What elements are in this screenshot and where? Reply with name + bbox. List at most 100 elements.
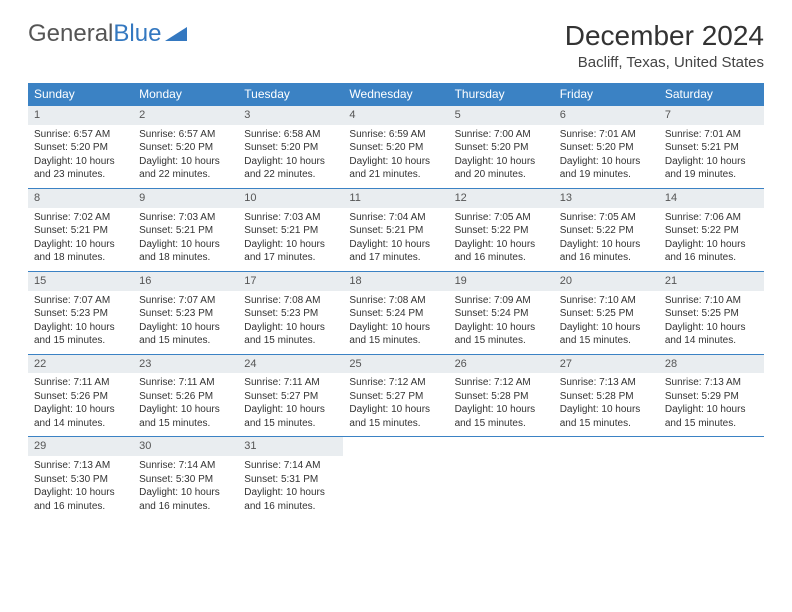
sunrise-text: Sunrise: 7:05 AM	[455, 211, 548, 225]
calendar-cell: 28Sunrise: 7:13 AMSunset: 5:29 PMDayligh…	[659, 354, 764, 437]
sunset-text: Sunset: 5:21 PM	[665, 141, 758, 155]
daylight-text: Daylight: 10 hours and 15 minutes.	[560, 403, 653, 430]
calendar-cell: ..	[659, 437, 764, 519]
day-number: 18	[343, 272, 448, 291]
calendar-cell: 5Sunrise: 7:00 AMSunset: 5:20 PMDaylight…	[449, 106, 554, 189]
calendar-row: 29Sunrise: 7:13 AMSunset: 5:30 PMDayligh…	[28, 437, 764, 519]
header: GeneralBlue December 2024 Bacliff, Texas…	[28, 20, 764, 71]
sunrise-text: Sunrise: 6:58 AM	[244, 128, 337, 142]
daylight-text: Daylight: 10 hours and 20 minutes.	[455, 155, 548, 182]
calendar-cell: 23Sunrise: 7:11 AMSunset: 5:26 PMDayligh…	[133, 354, 238, 437]
daylight-text: Daylight: 10 hours and 15 minutes.	[139, 321, 232, 348]
day-number: 3	[238, 106, 343, 125]
day-body: Sunrise: 7:07 AMSunset: 5:23 PMDaylight:…	[133, 291, 238, 354]
day-body: Sunrise: 7:07 AMSunset: 5:23 PMDaylight:…	[28, 291, 133, 354]
sunset-text: Sunset: 5:28 PM	[560, 390, 653, 404]
day-number: 6	[554, 106, 659, 125]
calendar-row: 1Sunrise: 6:57 AMSunset: 5:20 PMDaylight…	[28, 106, 764, 189]
sunset-text: Sunset: 5:25 PM	[560, 307, 653, 321]
logo-triangle-icon	[165, 20, 187, 48]
day-number: 5	[449, 106, 554, 125]
sunset-text: Sunset: 5:23 PM	[34, 307, 127, 321]
day-body: Sunrise: 7:01 AMSunset: 5:21 PMDaylight:…	[659, 125, 764, 188]
sunset-text: Sunset: 5:27 PM	[244, 390, 337, 404]
calendar-cell: 29Sunrise: 7:13 AMSunset: 5:30 PMDayligh…	[28, 437, 133, 519]
day-body: Sunrise: 7:03 AMSunset: 5:21 PMDaylight:…	[238, 208, 343, 271]
calendar-cell: 3Sunrise: 6:58 AMSunset: 5:20 PMDaylight…	[238, 106, 343, 189]
sunset-text: Sunset: 5:26 PM	[139, 390, 232, 404]
sunset-text: Sunset: 5:20 PM	[139, 141, 232, 155]
calendar-cell: 20Sunrise: 7:10 AMSunset: 5:25 PMDayligh…	[554, 271, 659, 354]
day-body: Sunrise: 7:08 AMSunset: 5:24 PMDaylight:…	[343, 291, 448, 354]
day-body: Sunrise: 7:13 AMSunset: 5:29 PMDaylight:…	[659, 373, 764, 436]
sunrise-text: Sunrise: 7:14 AM	[244, 459, 337, 473]
sunset-text: Sunset: 5:20 PM	[560, 141, 653, 155]
sunrise-text: Sunrise: 7:11 AM	[34, 376, 127, 390]
daylight-text: Daylight: 10 hours and 16 minutes.	[244, 486, 337, 513]
calendar-cell: 17Sunrise: 7:08 AMSunset: 5:23 PMDayligh…	[238, 271, 343, 354]
calendar-cell: 24Sunrise: 7:11 AMSunset: 5:27 PMDayligh…	[238, 354, 343, 437]
day-body: Sunrise: 7:13 AMSunset: 5:30 PMDaylight:…	[28, 456, 133, 519]
sunset-text: Sunset: 5:29 PM	[665, 390, 758, 404]
sunset-text: Sunset: 5:21 PM	[34, 224, 127, 238]
day-body: Sunrise: 7:02 AMSunset: 5:21 PMDaylight:…	[28, 208, 133, 271]
sunrise-text: Sunrise: 7:00 AM	[455, 128, 548, 142]
calendar-cell: 30Sunrise: 7:14 AMSunset: 5:30 PMDayligh…	[133, 437, 238, 519]
day-number: 9	[133, 189, 238, 208]
day-body: Sunrise: 7:11 AMSunset: 5:26 PMDaylight:…	[28, 373, 133, 436]
sunrise-text: Sunrise: 6:57 AM	[139, 128, 232, 142]
daylight-text: Daylight: 10 hours and 16 minutes.	[560, 238, 653, 265]
calendar-cell: 1Sunrise: 6:57 AMSunset: 5:20 PMDaylight…	[28, 106, 133, 189]
daylight-text: Daylight: 10 hours and 16 minutes.	[665, 238, 758, 265]
sunset-text: Sunset: 5:31 PM	[244, 473, 337, 487]
day-body: Sunrise: 7:14 AMSunset: 5:31 PMDaylight:…	[238, 456, 343, 519]
day-body: Sunrise: 7:05 AMSunset: 5:22 PMDaylight:…	[554, 208, 659, 271]
sunset-text: Sunset: 5:22 PM	[455, 224, 548, 238]
sunset-text: Sunset: 5:30 PM	[139, 473, 232, 487]
sunrise-text: Sunrise: 7:08 AM	[349, 294, 442, 308]
day-number: 4	[343, 106, 448, 125]
day-body: Sunrise: 7:11 AMSunset: 5:26 PMDaylight:…	[133, 373, 238, 436]
calendar-cell: 12Sunrise: 7:05 AMSunset: 5:22 PMDayligh…	[449, 188, 554, 271]
sunrise-text: Sunrise: 7:13 AM	[34, 459, 127, 473]
sunset-text: Sunset: 5:27 PM	[349, 390, 442, 404]
page-title: December 2024	[565, 20, 764, 52]
day-number: 30	[133, 437, 238, 456]
daylight-text: Daylight: 10 hours and 15 minutes.	[455, 321, 548, 348]
sunset-text: Sunset: 5:21 PM	[349, 224, 442, 238]
calendar-cell: 9Sunrise: 7:03 AMSunset: 5:21 PMDaylight…	[133, 188, 238, 271]
day-number: 2	[133, 106, 238, 125]
day-body: Sunrise: 7:05 AMSunset: 5:22 PMDaylight:…	[449, 208, 554, 271]
sunrise-text: Sunrise: 7:07 AM	[34, 294, 127, 308]
calendar-cell: 7Sunrise: 7:01 AMSunset: 5:21 PMDaylight…	[659, 106, 764, 189]
calendar-cell: 25Sunrise: 7:12 AMSunset: 5:27 PMDayligh…	[343, 354, 448, 437]
calendar-cell: ..	[449, 437, 554, 519]
day-number: 24	[238, 355, 343, 374]
sunset-text: Sunset: 5:21 PM	[139, 224, 232, 238]
daylight-text: Daylight: 10 hours and 15 minutes.	[665, 403, 758, 430]
day-number: 19	[449, 272, 554, 291]
daylight-text: Daylight: 10 hours and 16 minutes.	[455, 238, 548, 265]
day-body: Sunrise: 7:04 AMSunset: 5:21 PMDaylight:…	[343, 208, 448, 271]
sunrise-text: Sunrise: 7:04 AM	[349, 211, 442, 225]
day-number: 15	[28, 272, 133, 291]
sunrise-text: Sunrise: 7:13 AM	[665, 376, 758, 390]
calendar-cell: 21Sunrise: 7:10 AMSunset: 5:25 PMDayligh…	[659, 271, 764, 354]
sunrise-text: Sunrise: 7:10 AM	[560, 294, 653, 308]
day-body: Sunrise: 7:12 AMSunset: 5:27 PMDaylight:…	[343, 373, 448, 436]
day-body: Sunrise: 7:10 AMSunset: 5:25 PMDaylight:…	[659, 291, 764, 354]
daylight-text: Daylight: 10 hours and 19 minutes.	[560, 155, 653, 182]
day-body: Sunrise: 7:10 AMSunset: 5:25 PMDaylight:…	[554, 291, 659, 354]
weekday-header: Thursday	[449, 83, 554, 106]
day-body: Sunrise: 7:09 AMSunset: 5:24 PMDaylight:…	[449, 291, 554, 354]
sunrise-text: Sunrise: 7:10 AM	[665, 294, 758, 308]
sunset-text: Sunset: 5:22 PM	[560, 224, 653, 238]
calendar-cell: 26Sunrise: 7:12 AMSunset: 5:28 PMDayligh…	[449, 354, 554, 437]
sunrise-text: Sunrise: 7:08 AM	[244, 294, 337, 308]
day-body: Sunrise: 7:11 AMSunset: 5:27 PMDaylight:…	[238, 373, 343, 436]
day-number: 31	[238, 437, 343, 456]
weekday-header: Friday	[554, 83, 659, 106]
day-body: Sunrise: 7:14 AMSunset: 5:30 PMDaylight:…	[133, 456, 238, 519]
daylight-text: Daylight: 10 hours and 18 minutes.	[139, 238, 232, 265]
sunset-text: Sunset: 5:23 PM	[139, 307, 232, 321]
